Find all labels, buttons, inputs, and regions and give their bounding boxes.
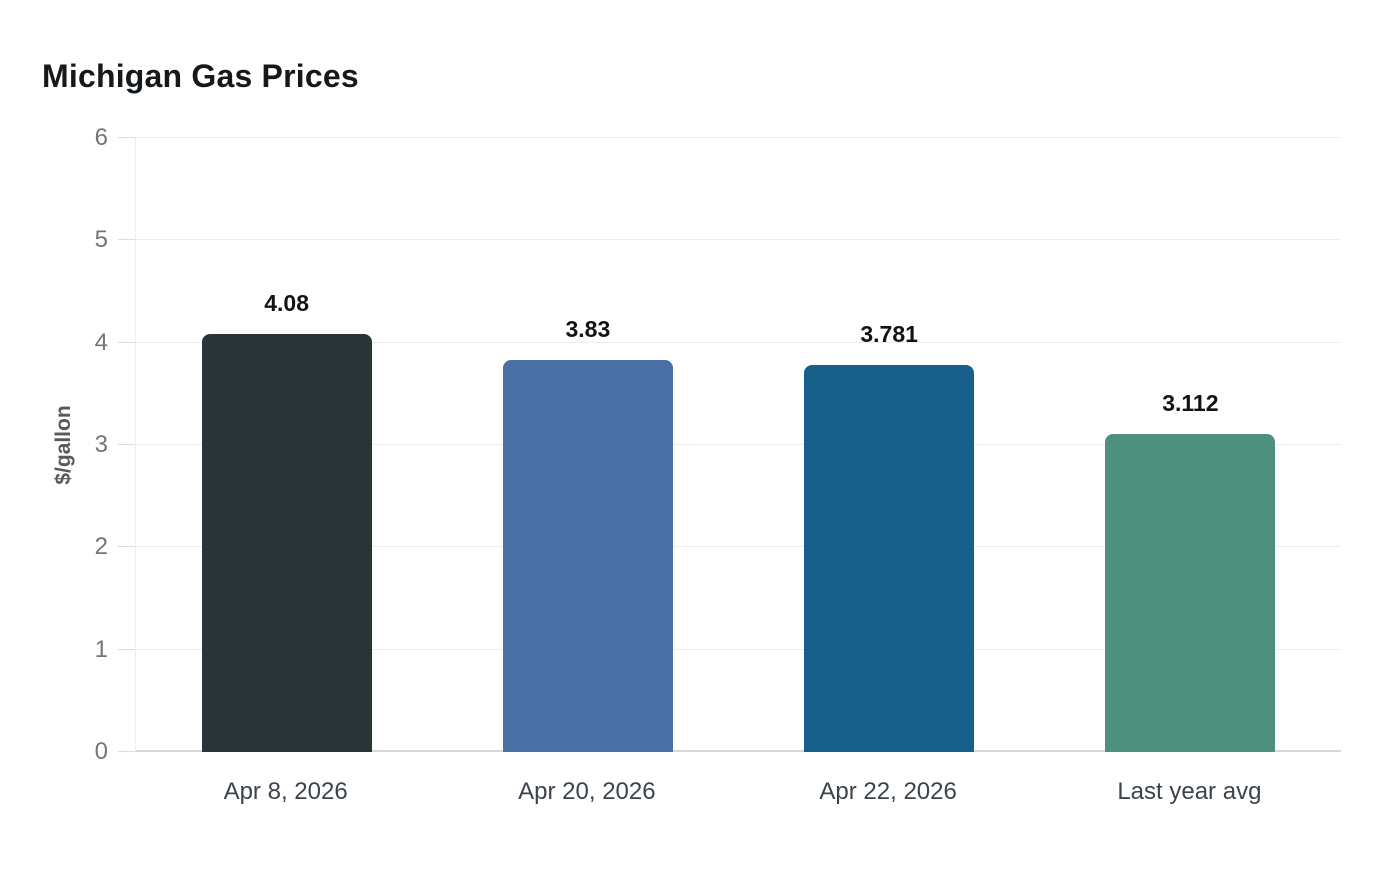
x-axis-labels: Apr 8, 2026 Apr 20, 2026 Apr 22, 2026 Last … [135,778,1340,812]
gridline-5 [136,239,1341,241]
y-tick-label-5: 5 [94,226,108,254]
gridline-6 [136,137,1341,138]
bar-apr-22-2026 [804,365,975,752]
bar-last-year-avg [1105,433,1276,752]
bar-slot: 3.781 [739,138,1040,752]
x-tick-label-apr-8-2026: Apr 8, 2026 [223,778,348,805]
y-tick-label-0: 0 [94,738,108,765]
x-tick-label-apr-22-2026: Apr 22, 2026 [819,778,957,805]
bar-value-label: 3.83 [565,316,611,343]
bar-slot: 3.83 [437,138,738,752]
x-tick-label-apr-20-2026: Apr 20, 2026 [518,778,656,805]
y-tick-label-6: 6 [94,124,108,151]
y-tick-label-1: 1 [94,635,108,663]
y-tick-mark-5 [118,239,135,241]
y-tick-mark-1 [118,648,135,650]
plot-area: 4.08 3.83 3.781 3.112 [135,137,1341,752]
bar-slot: 3.112 [1040,138,1341,752]
bar-value-label: 4.08 [264,290,310,317]
bar-apr-20-2026 [502,360,673,752]
y-tick-label-3: 3 [94,431,108,458]
gridline-2 [136,546,1341,548]
gridline-0 [136,750,1341,752]
bar-value-label: 3.112 [1162,389,1219,416]
y-tick-mark-0 [118,751,135,752]
x-tick-label-last-year-avg: Last year avg [1117,778,1262,805]
y-tick-label-4: 4 [94,328,108,356]
y-tick-mark-4 [118,341,135,343]
gridline-1 [136,648,1341,650]
gridline-3 [136,444,1341,445]
bar-apr-8-2026 [201,334,372,752]
bar-slot: 4.08 [136,138,437,752]
chart-title: Michigan Gas Prices [42,58,359,94]
y-tick-mark-2 [118,546,135,548]
y-axis-ticks: 0 1 2 3 4 5 6 [0,124,135,765]
y-tick-mark-6 [118,137,135,138]
bar-value-label: 3.781 [860,321,918,348]
y-tick-mark-3 [118,444,135,445]
gridline-4 [136,341,1341,343]
y-tick-label-2: 2 [94,533,108,561]
